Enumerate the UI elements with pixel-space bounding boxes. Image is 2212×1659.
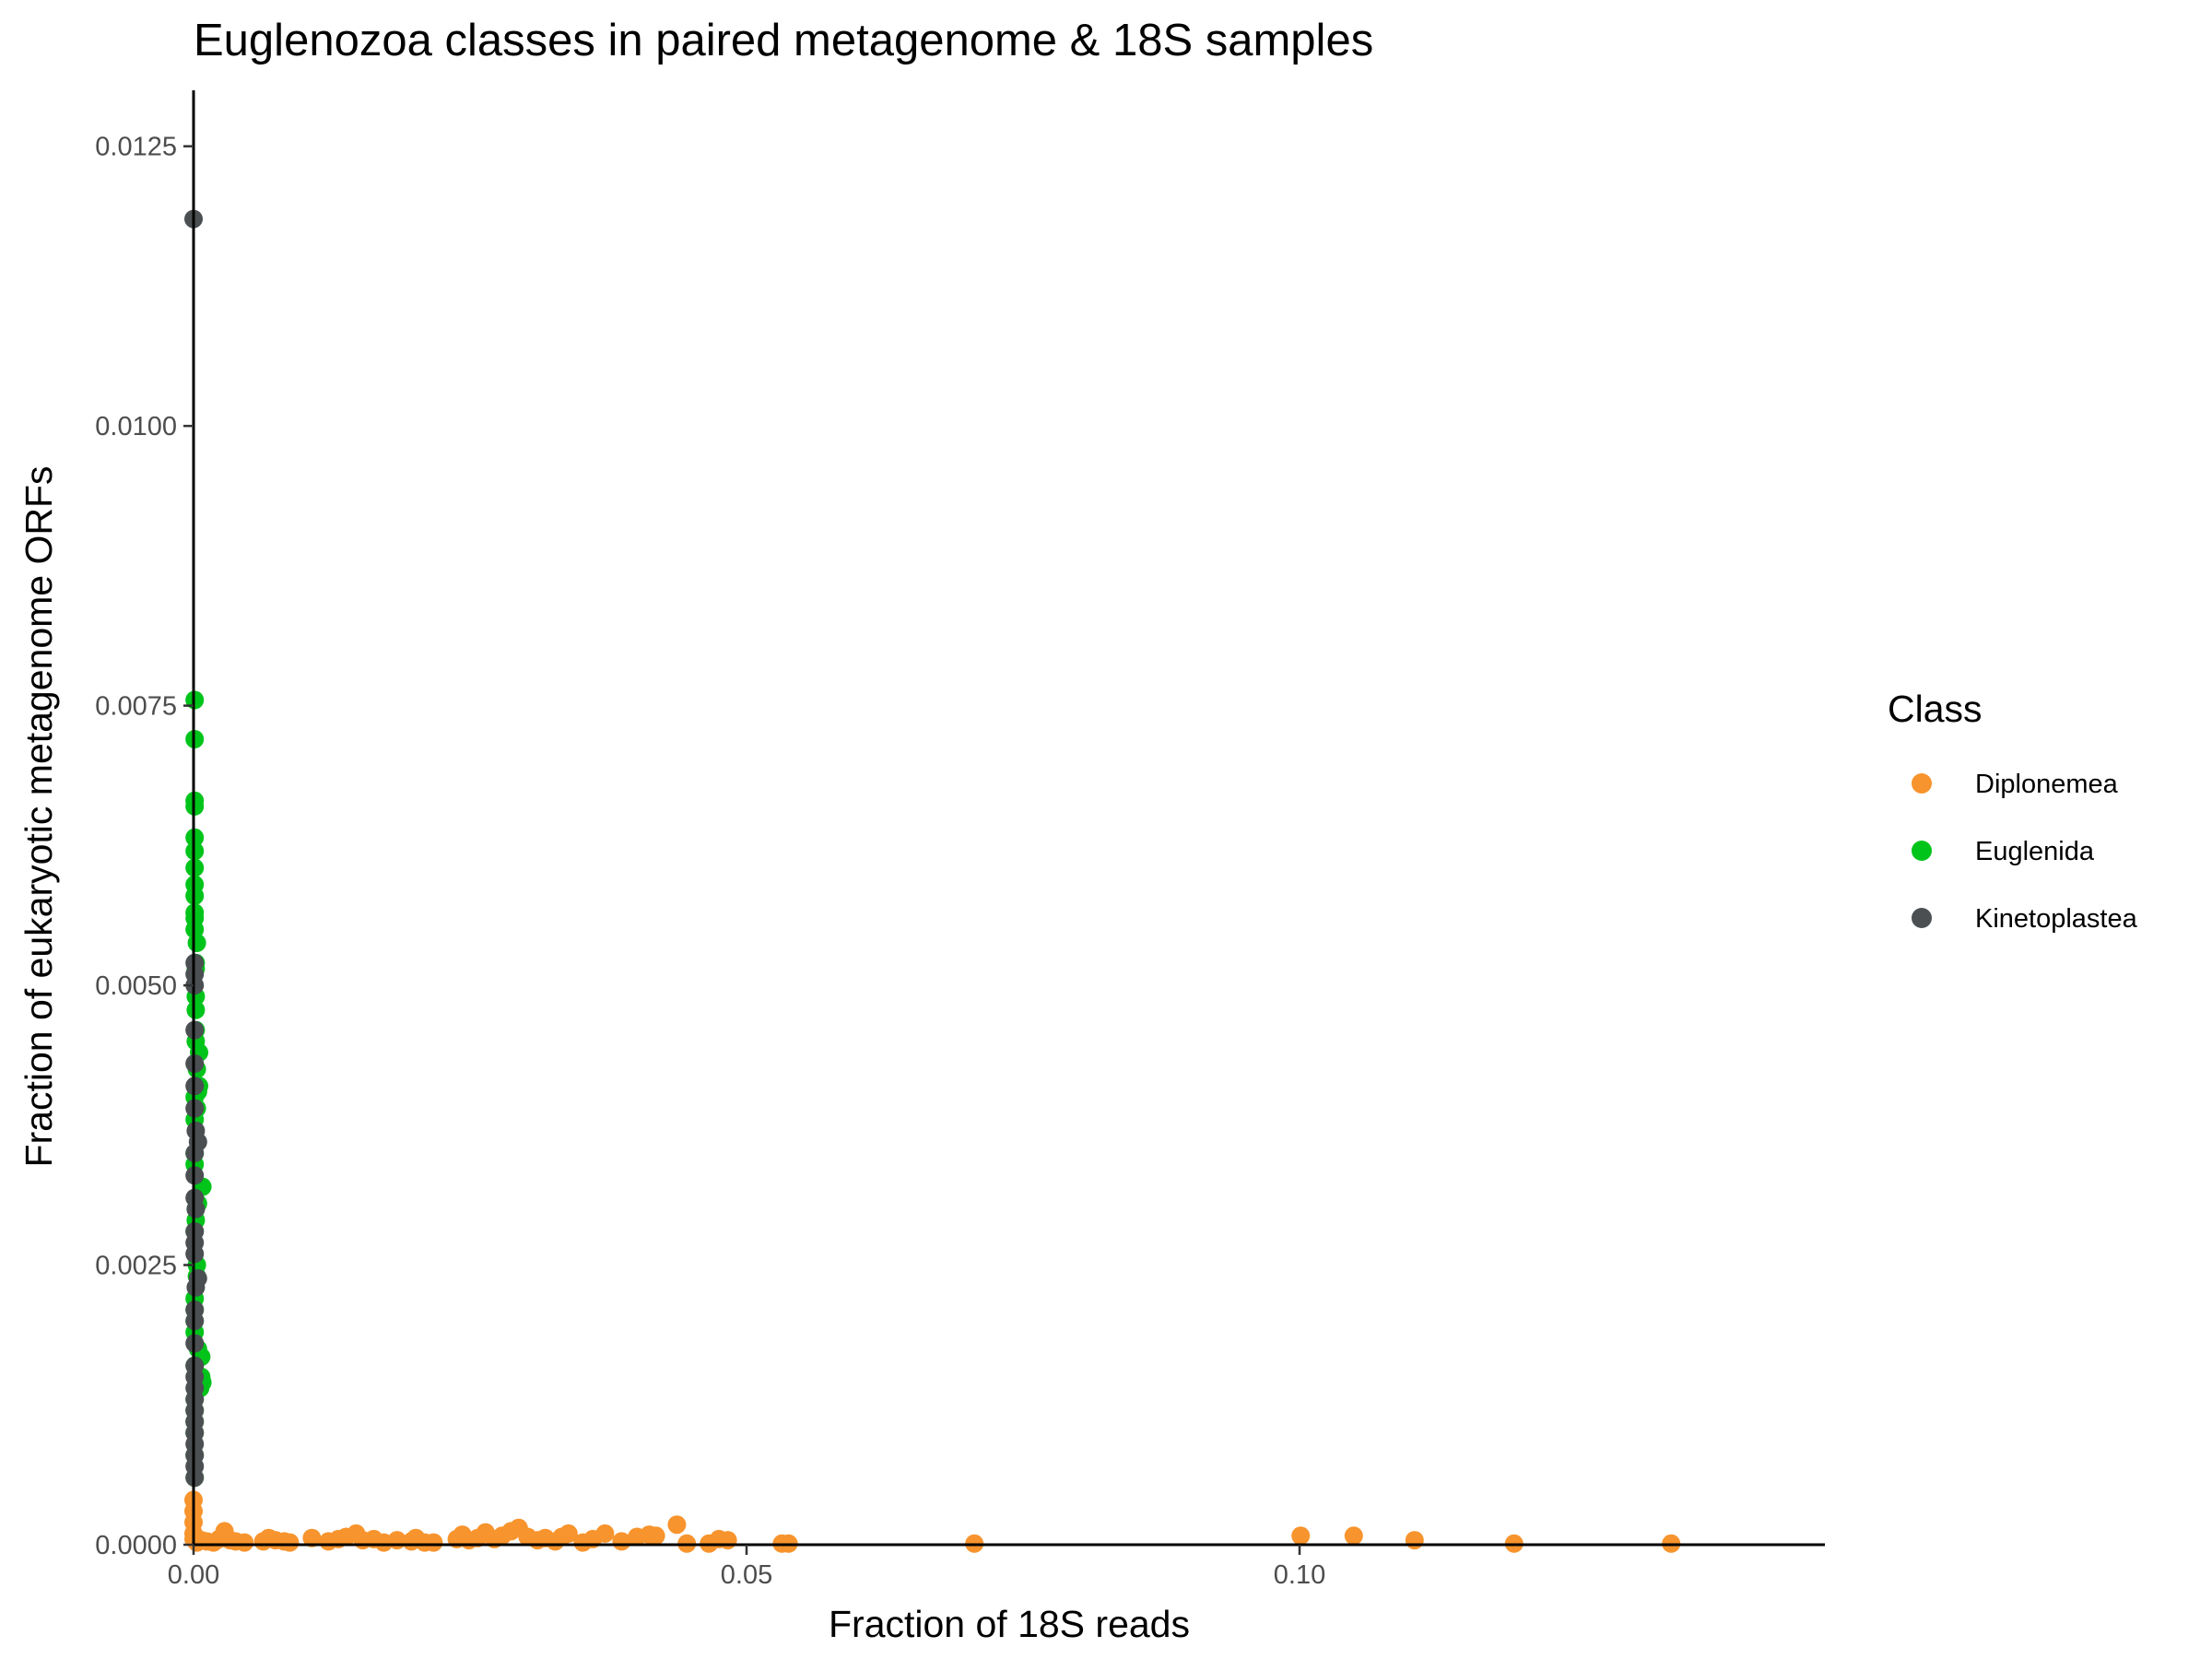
y-axis-ticks: 0.0000 0.0025 0.0050 0.0075 0.0100 0.0125 [95,133,194,1560]
point-diplonemea-62 [1291,1526,1311,1546]
legend-title: Class [1888,688,1983,730]
legend-label-diplonemea: Diplonemea [1975,770,2119,799]
x-axis-title: Fraction of 18S reads [829,1603,1190,1645]
y-tick-label: 0.0075 [95,692,177,722]
point-kinetoplastea-13 [186,1199,206,1218]
point-diplonemea-13 [235,1533,254,1552]
legend-label-euglenida: Euglenida [1975,837,2095,866]
y-axis-title: Fraction of eukaryotic metagenome ORFs [18,465,60,1167]
y-tick-label: 0.0025 [95,1252,177,1281]
point-diplonemea-46 [559,1524,578,1543]
y-tick-label: 0.0050 [95,971,177,1001]
point-diplonemea-54 [667,1515,687,1535]
point-euglenida-12 [187,934,206,952]
legend-key-diplonemea [1912,773,1932,794]
point-diplonemea-31 [424,1533,443,1552]
legend-key-kinetoplastea [1912,908,1932,928]
x-axis-ticks: 0.00 0.05 0.10 [168,1545,1325,1590]
legend-items: Diplonemea Euglenida Kinetoplastea [1912,770,2138,934]
point-diplonemea-64 [1405,1531,1424,1550]
x-tick-label: 0.10 [1274,1560,1325,1590]
point-diplonemea-53 [646,1526,665,1546]
point-diplonemea-19 [302,1528,322,1547]
x-tick-label: 0.00 [168,1560,219,1590]
point-diplonemea-63 [1344,1526,1363,1546]
legend-label-kinetoplastea: Kinetoplastea [1975,904,2138,934]
plot-points [184,209,1681,1553]
point-diplonemea-58 [718,1531,737,1550]
y-tick-label: 0.0100 [95,412,177,441]
legend: Class Diplonemea Euglenida Kinetoplastea [1888,688,2138,934]
point-diplonemea-49 [595,1524,615,1543]
legend-key-euglenida [1912,841,1932,861]
y-tick-label: 0.0125 [95,133,177,162]
point-diplonemea-18 [280,1533,300,1552]
point-diplonemea-50 [612,1532,631,1551]
chart-title: Euglenozoa classes in paired metagenome … [194,16,1373,65]
point-kinetoplastea-18 [186,1277,206,1297]
y-tick-label: 0.0000 [95,1531,177,1560]
x-tick-label: 0.05 [721,1560,772,1590]
point-euglenida-16 [186,1000,206,1019]
